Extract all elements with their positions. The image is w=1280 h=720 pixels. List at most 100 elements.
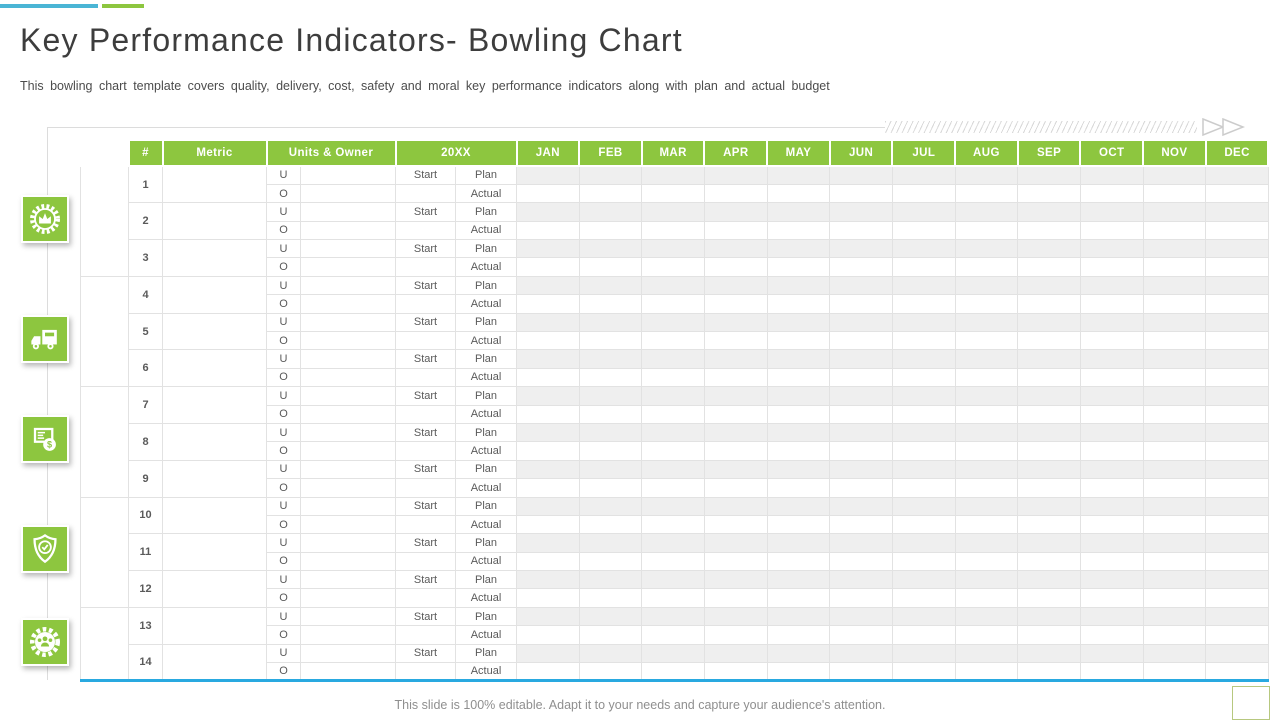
plan-value-cell[interactable] xyxy=(1079,496,1144,516)
owner-cell[interactable] xyxy=(300,662,396,682)
actual-value-cell[interactable] xyxy=(1142,220,1207,241)
owner-cell[interactable] xyxy=(300,533,396,553)
plan-value-cell[interactable] xyxy=(891,239,956,259)
actual-value-cell[interactable] xyxy=(1079,331,1144,351)
plan-value-cell[interactable] xyxy=(829,312,893,333)
plan-value-cell[interactable] xyxy=(829,349,893,369)
actual-value-cell[interactable] xyxy=(1142,404,1207,424)
plan-value-cell[interactable] xyxy=(703,422,768,443)
actual-value-cell[interactable] xyxy=(703,183,768,204)
actual-value-cell[interactable] xyxy=(1017,331,1081,351)
plan-value-cell[interactable] xyxy=(829,165,893,185)
plan-value-cell[interactable] xyxy=(578,202,643,222)
start-blank-cell[interactable] xyxy=(395,441,456,461)
plan-value-cell[interactable] xyxy=(703,643,768,664)
actual-value-cell[interactable] xyxy=(578,514,643,535)
plan-value-cell[interactable] xyxy=(516,275,580,296)
actual-value-cell[interactable] xyxy=(516,331,580,351)
plan-value-cell[interactable] xyxy=(954,606,1019,627)
plan-value-cell[interactable] xyxy=(1142,165,1207,185)
actual-value-cell[interactable] xyxy=(829,441,893,461)
plan-value-cell[interactable] xyxy=(1142,312,1207,333)
plan-value-cell[interactable] xyxy=(1142,459,1207,480)
plan-value-cell[interactable] xyxy=(516,165,580,185)
plan-value-cell[interactable] xyxy=(578,312,643,333)
metric-name-cell[interactable] xyxy=(162,165,267,204)
actual-value-cell[interactable] xyxy=(1079,220,1144,241)
actual-value-cell[interactable] xyxy=(1079,478,1144,498)
start-blank-cell[interactable] xyxy=(395,331,456,351)
actual-value-cell[interactable] xyxy=(1017,551,1081,572)
plan-value-cell[interactable] xyxy=(766,422,831,443)
actual-value-cell[interactable] xyxy=(1142,625,1207,645)
actual-value-cell[interactable] xyxy=(703,294,768,314)
actual-value-cell[interactable] xyxy=(1017,220,1081,241)
actual-value-cell[interactable] xyxy=(891,331,956,351)
start-blank-cell[interactable] xyxy=(395,404,456,424)
plan-value-cell[interactable] xyxy=(891,349,956,369)
plan-value-cell[interactable] xyxy=(1017,570,1081,590)
actual-value-cell[interactable] xyxy=(1017,478,1081,498)
plan-value-cell[interactable] xyxy=(703,459,768,480)
plan-value-cell[interactable] xyxy=(578,570,643,590)
plan-value-cell[interactable] xyxy=(829,496,893,516)
plan-value-cell[interactable] xyxy=(641,606,705,627)
actual-value-cell[interactable] xyxy=(1205,478,1269,498)
plan-value-cell[interactable] xyxy=(1017,239,1081,259)
actual-value-cell[interactable] xyxy=(1205,367,1269,388)
actual-value-cell[interactable] xyxy=(891,220,956,241)
actual-value-cell[interactable] xyxy=(578,367,643,388)
actual-value-cell[interactable] xyxy=(1017,367,1081,388)
actual-value-cell[interactable] xyxy=(1142,551,1207,572)
plan-value-cell[interactable] xyxy=(766,202,831,222)
actual-value-cell[interactable] xyxy=(829,588,893,608)
actual-value-cell[interactable] xyxy=(766,625,831,645)
plan-value-cell[interactable] xyxy=(829,422,893,443)
owner-cell[interactable] xyxy=(300,331,396,351)
actual-value-cell[interactable] xyxy=(1205,588,1269,608)
plan-value-cell[interactable] xyxy=(703,606,768,627)
plan-value-cell[interactable] xyxy=(703,496,768,516)
plan-value-cell[interactable] xyxy=(1017,606,1081,627)
plan-value-cell[interactable] xyxy=(1017,496,1081,516)
owner-cell[interactable] xyxy=(300,551,396,572)
metric-name-cell[interactable] xyxy=(162,643,267,682)
actual-value-cell[interactable] xyxy=(891,183,956,204)
actual-value-cell[interactable] xyxy=(766,331,831,351)
actual-value-cell[interactable] xyxy=(703,331,768,351)
actual-value-cell[interactable] xyxy=(829,662,893,682)
plan-value-cell[interactable] xyxy=(641,496,705,516)
plan-value-cell[interactable] xyxy=(829,570,893,590)
actual-value-cell[interactable] xyxy=(1205,441,1269,461)
actual-value-cell[interactable] xyxy=(516,220,580,241)
actual-value-cell[interactable] xyxy=(766,441,831,461)
actual-value-cell[interactable] xyxy=(954,551,1019,572)
plan-value-cell[interactable] xyxy=(1205,275,1269,296)
owner-cell[interactable] xyxy=(300,257,396,277)
plan-value-cell[interactable] xyxy=(578,275,643,296)
actual-value-cell[interactable] xyxy=(954,404,1019,424)
actual-value-cell[interactable] xyxy=(1017,257,1081,277)
plan-value-cell[interactable] xyxy=(1205,606,1269,627)
plan-value-cell[interactable] xyxy=(829,459,893,480)
plan-value-cell[interactable] xyxy=(1017,533,1081,553)
actual-value-cell[interactable] xyxy=(578,183,643,204)
plan-value-cell[interactable] xyxy=(829,275,893,296)
actual-value-cell[interactable] xyxy=(703,441,768,461)
actual-value-cell[interactable] xyxy=(641,514,705,535)
owner-cell[interactable] xyxy=(300,441,396,461)
actual-value-cell[interactable] xyxy=(641,220,705,241)
start-blank-cell[interactable] xyxy=(395,588,456,608)
actual-value-cell[interactable] xyxy=(766,367,831,388)
plan-value-cell[interactable] xyxy=(1205,312,1269,333)
actual-value-cell[interactable] xyxy=(516,662,580,682)
actual-value-cell[interactable] xyxy=(641,331,705,351)
owner-cell[interactable] xyxy=(300,496,396,516)
metric-name-cell[interactable] xyxy=(162,202,267,241)
plan-value-cell[interactable] xyxy=(641,386,705,406)
plan-value-cell[interactable] xyxy=(641,643,705,664)
actual-value-cell[interactable] xyxy=(1017,183,1081,204)
actual-value-cell[interactable] xyxy=(766,404,831,424)
actual-value-cell[interactable] xyxy=(1017,294,1081,314)
actual-value-cell[interactable] xyxy=(954,367,1019,388)
